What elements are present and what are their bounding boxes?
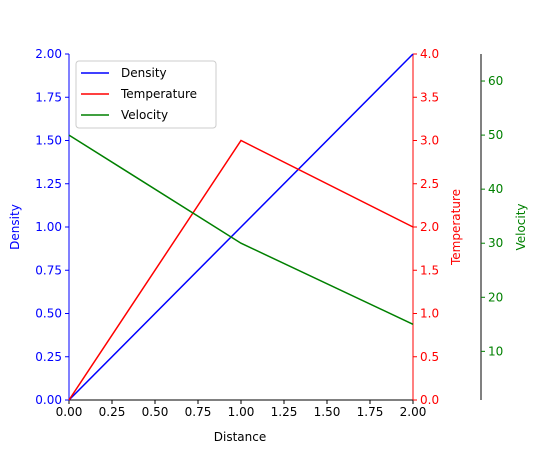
y-tick-label-density: 0.25 <box>35 350 62 364</box>
y-tick-label-density: 1.50 <box>35 134 62 148</box>
y-tick-label-density: 0.50 <box>35 307 62 321</box>
y-tick-label-density: 2.00 <box>35 47 62 61</box>
x-tick-label: 0.75 <box>185 405 212 419</box>
y-axis-label-density: Density <box>8 204 22 250</box>
y-tick-label-temperature: 4.0 <box>420 47 439 61</box>
legend-box <box>75 60 217 129</box>
y-axis-label-velocity: Velocity <box>514 203 528 250</box>
y-tick-label-velocity: 10 <box>488 344 503 358</box>
y-tick-label-density: 1.75 <box>35 90 62 104</box>
y-axis-label-temperature: Temperature <box>449 189 463 266</box>
y-tick-label-velocity: 60 <box>488 74 503 88</box>
y-tick-label-temperature: 2.5 <box>420 177 439 191</box>
y-tick-label-density: 0.00 <box>35 393 62 407</box>
x-axis-label: Distance <box>214 430 266 444</box>
y-tick-label-temperature: 2.0 <box>420 220 439 234</box>
x-tick-label: 1.00 <box>228 405 255 419</box>
x-tick-label: 0.25 <box>99 405 126 419</box>
series-line-velocity <box>68 134 414 325</box>
x-tick-label: 2.00 <box>400 405 427 419</box>
legend-label-density: Density <box>121 66 167 80</box>
y-tick-label-temperature: 0.5 <box>420 350 439 364</box>
y-tick-label-temperature: 3.0 <box>420 134 439 148</box>
y-tick-label-temperature: 1.0 <box>420 307 439 321</box>
y-tick-label-velocity: 20 <box>488 290 503 304</box>
x-tick-label: 1.25 <box>271 405 298 419</box>
y-tick-label-temperature: 0.0 <box>420 393 439 407</box>
y-tick-label-density: 1.25 <box>35 177 62 191</box>
y-tick-label-velocity: 30 <box>488 236 503 250</box>
y-tick-label-temperature: 3.5 <box>420 90 439 104</box>
axes-layer: 0.00 0.25 0.50 0.75 1.00 1.25 1.50 1.75 2.000.00… <box>8 47 528 419</box>
x-tick-label: 1.50 <box>314 405 341 419</box>
legend: Density Temperature Velocity <box>75 60 217 129</box>
series-line-density <box>68 53 414 401</box>
y-tick-label-velocity: 50 <box>488 128 503 142</box>
y-tick-label-velocity: 40 <box>488 182 503 196</box>
x-tick-label: 1.75 <box>357 405 384 419</box>
lines-layer <box>68 53 414 401</box>
legend-label-velocity: Velocity <box>121 108 168 122</box>
x-tick-label: 0.50 <box>142 405 169 419</box>
legend-label-temperature: Temperature <box>120 87 197 101</box>
y-tick-label-temperature: 1.5 <box>420 263 439 277</box>
series-line-temperature <box>68 139 414 401</box>
y-tick-label-density: 0.75 <box>35 263 62 277</box>
y-tick-label-density: 1.00 <box>35 220 62 234</box>
x-tick-label: 0.00 <box>56 405 83 419</box>
